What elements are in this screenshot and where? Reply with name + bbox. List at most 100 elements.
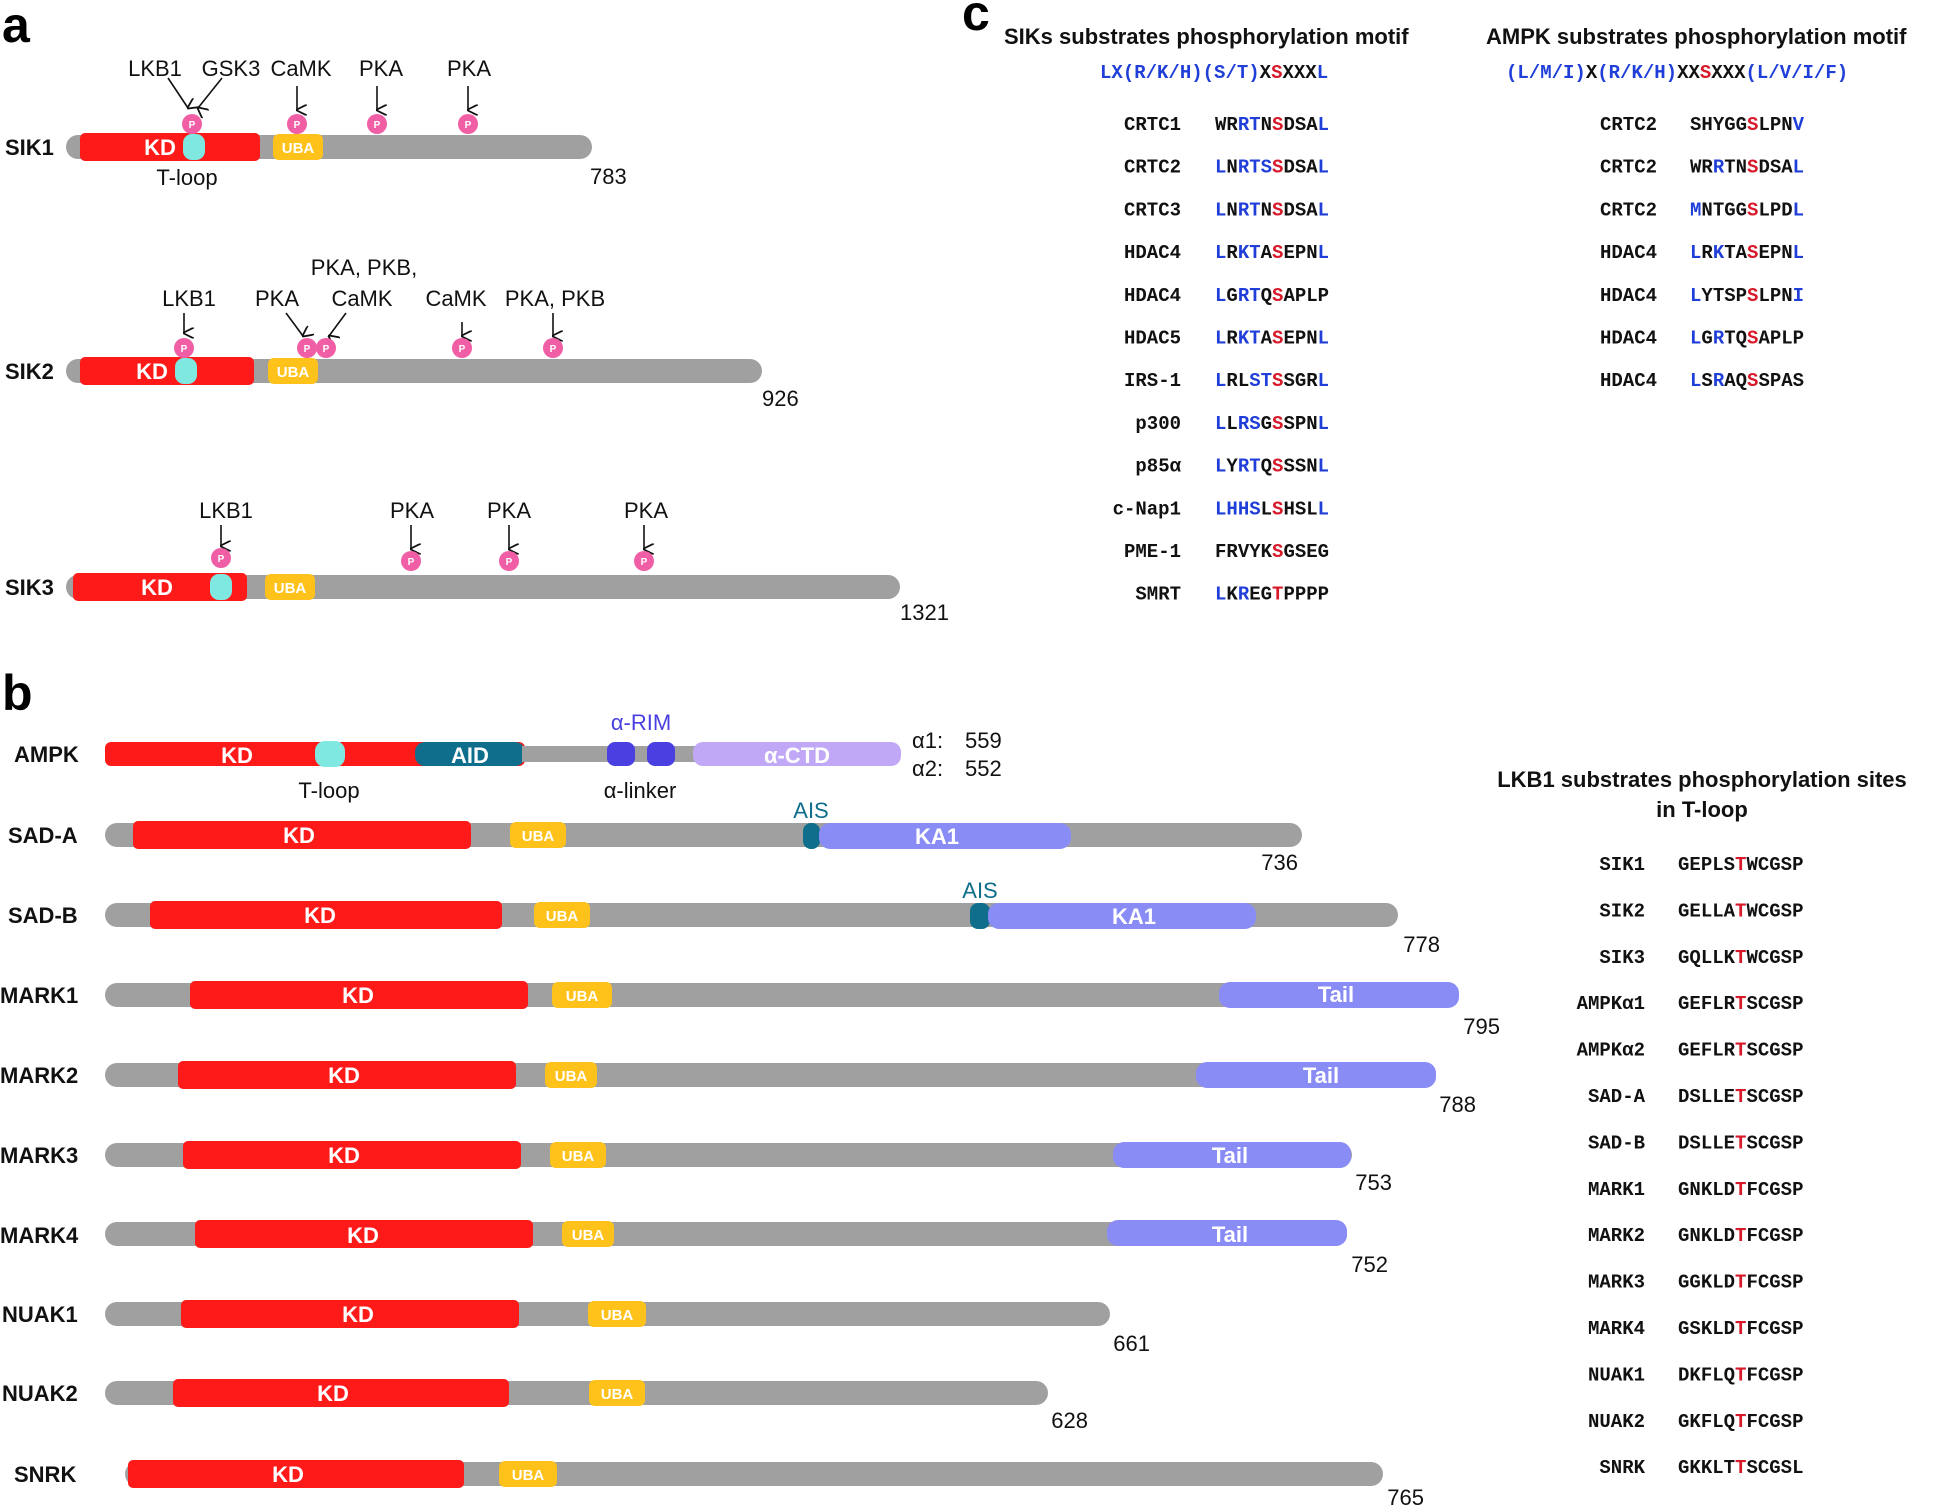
phospho-label: P	[294, 120, 301, 131]
motif-part: X	[1586, 62, 1598, 84]
snrk-uba-label: UBA	[512, 1467, 545, 1484]
ampk-alpha-ctd-label: α-CTD	[764, 743, 830, 768]
substrate-name: CRTC2	[1600, 199, 1657, 221]
sik1-kd-label: KD	[144, 135, 176, 160]
snrk-uba-domain	[499, 1461, 557, 1487]
substrate-sequence: LLRSGSSPNL	[1215, 413, 1329, 435]
sad-b-name: SAD-B	[8, 903, 78, 928]
sad-a-ka1-domain	[819, 823, 1071, 849]
sik1-uba-label: UBA	[282, 140, 315, 157]
snrk-length: 765	[1387, 1485, 1424, 1507]
ampk-alpha-ctd-domain	[693, 742, 901, 766]
motif-part: (L/M/I)	[1506, 62, 1586, 84]
substrate-name: SIK1	[1599, 854, 1645, 876]
phospho-label: P	[189, 120, 196, 131]
mark2-length: 788	[1439, 1092, 1476, 1117]
sad-a-kd-label: KD	[283, 823, 315, 848]
panel-letter-b: b	[2, 665, 33, 721]
ampk-alpha-rim-2	[647, 742, 675, 766]
substrate-sequence: LKREGTPPPP	[1215, 584, 1329, 606]
sik1-kinase-pka: PKA	[359, 56, 403, 81]
sik3-kd-domain	[73, 573, 247, 601]
sad-a-ka1-label: KA1	[915, 824, 959, 849]
phospho-icon	[211, 548, 231, 568]
substrate-sequence: WRRTNSDSAL	[1690, 157, 1804, 179]
substrate-sequence: GNKLDTFCGSP	[1678, 1179, 1803, 1201]
sik3-kinase-lkb1: LKB1	[199, 498, 253, 523]
sik1-name: SIK1	[5, 135, 54, 160]
sik3-kd-label: KD	[141, 575, 173, 600]
substrate-sequence: LHHSLSHSLL	[1215, 498, 1329, 520]
mark1-uba-label: UBA	[566, 988, 599, 1005]
substrate-name: SIK2	[1599, 900, 1645, 922]
substrate-sequence: GEFLRTSCGSP	[1678, 993, 1803, 1015]
sik2-kinase-camk-2: CaMK	[425, 286, 486, 311]
substrate-sequence: GKKLTTSCGSL	[1678, 1457, 1803, 1479]
substrate-name: SAD-B	[1588, 1132, 1645, 1154]
sik-motif-title: SIKs substrates phosphorylation motif	[1004, 24, 1409, 49]
panel-letter-c: c	[962, 0, 990, 41]
sik2-kinase-pka: PKA	[255, 286, 299, 311]
sik1-length: 783	[590, 164, 627, 189]
ampk-aid-label: AID	[451, 743, 489, 768]
nuak1-name: NUAK1	[2, 1302, 78, 1327]
substrate-sequence: WRRTNSDSAL	[1215, 114, 1329, 136]
sad-b-length: 778	[1403, 932, 1440, 957]
substrate-sequence: LYRTQSSSNL	[1215, 456, 1329, 478]
sik2-name: SIK2	[5, 359, 54, 384]
substrate-sequence: LNRTNSDSAL	[1215, 199, 1329, 221]
lkb1-table-title-2: in T-loop	[1656, 797, 1748, 822]
sad-b-uba-label: UBA	[546, 908, 579, 925]
mark2-kd-domain	[178, 1061, 516, 1089]
mark4-kd-domain	[195, 1220, 533, 1248]
phospho-label: P	[550, 344, 557, 355]
sad-b-kd-label: KD	[304, 903, 336, 928]
mark4-uba-label: UBA	[572, 1227, 605, 1244]
mark4-diagram: KD UBA Tail MARK4 752	[0, 1220, 1388, 1277]
mark4-uba-domain	[562, 1221, 614, 1247]
mark3-uba-domain	[550, 1142, 606, 1168]
substrate-name: NUAK2	[1588, 1411, 1645, 1433]
sad-a-kd-domain	[133, 821, 471, 849]
substrate-name: HDAC5	[1124, 328, 1181, 350]
phospho-icon	[297, 338, 317, 358]
sik2-kinase-camk: CaMK	[331, 286, 392, 311]
substrate-sequence: GEPLSTWCGSP	[1678, 854, 1803, 876]
motif-part: XX	[1677, 62, 1700, 84]
motif-part: S	[1700, 62, 1711, 84]
phospho-icon	[316, 338, 336, 358]
sik2-kinase-pka-pkb: PKA, PKB,	[311, 255, 417, 280]
ampk-len1: 559	[965, 728, 1002, 753]
motif-part: XXX	[1282, 62, 1317, 84]
nuak2-diagram: KD UBA NUAK2 628	[2, 1379, 1088, 1433]
sad-a-length: 736	[1261, 850, 1298, 875]
substrate-sequence: LSRAQSSPAS	[1690, 370, 1804, 392]
substrate-name: SIK3	[1599, 947, 1645, 969]
sad-b-uba-domain	[534, 902, 590, 928]
sik3-name: SIK3	[5, 575, 54, 600]
phospho-label: P	[374, 120, 381, 131]
mark3-diagram: KD UBA Tail MARK3 753	[0, 1141, 1392, 1195]
phospho-icon	[543, 338, 563, 358]
mark4-kd-label: KD	[347, 1223, 379, 1248]
substrate-name: CRTC2	[1124, 157, 1181, 179]
substrate-name: HDAC4	[1124, 285, 1181, 307]
sik2-kinase-pka-pkb-2: PKA, PKB	[505, 286, 605, 311]
substrate-sequence: DSLLETSCGSP	[1678, 1132, 1803, 1154]
mark3-length: 753	[1355, 1170, 1392, 1195]
sad-b-kd-domain	[150, 901, 502, 929]
sad-a-uba-label: UBA	[522, 828, 555, 845]
sik3-tloop	[210, 574, 232, 600]
substrate-sequence: LNRTSSDSAL	[1215, 157, 1329, 179]
substrate-name: NUAK1	[1588, 1364, 1645, 1386]
sik-motif: LX(R/K/H)(S/T)XSXXXL	[1100, 62, 1328, 84]
mark2-kd-label: KD	[328, 1063, 360, 1088]
sad-a-diagram: KD UBA AIS KA1 SAD-A 736	[8, 798, 1302, 875]
motif-part: X	[1260, 62, 1272, 84]
ampk-motif: (L/M/I)X(R/K/H)XXSXXX(L/V/I/F)	[1506, 62, 1848, 84]
sad-a-uba-domain	[510, 822, 566, 848]
phospho-label: P	[506, 557, 513, 568]
substrate-name: CRTC2	[1600, 114, 1657, 136]
substrate-name: CRTC1	[1124, 114, 1181, 136]
sad-a-ais-label: AIS	[793, 798, 828, 823]
